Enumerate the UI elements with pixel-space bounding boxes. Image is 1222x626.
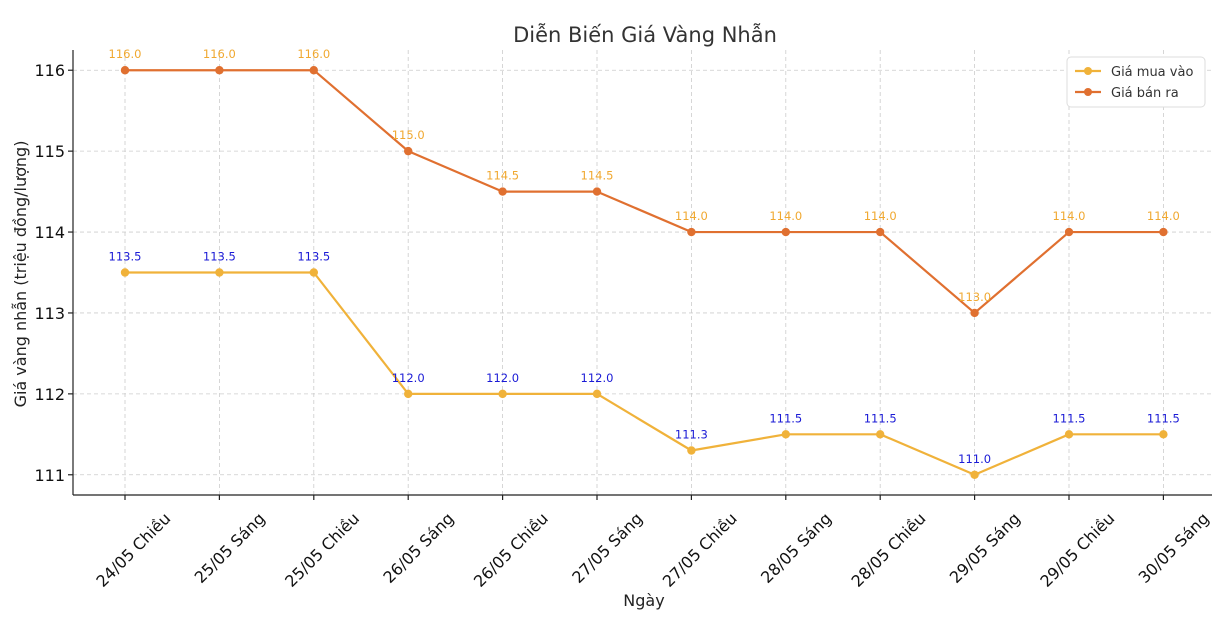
series-line-1: [125, 271, 1164, 476]
data-point: [687, 446, 696, 455]
data-point: [592, 389, 602, 399]
data-label: 112.0: [581, 371, 614, 385]
y-tick-label: 114: [34, 223, 65, 242]
data-point: [215, 268, 224, 277]
data-point: [970, 470, 979, 479]
x-tick-label: 26/05 Sáng: [379, 509, 457, 587]
x-tick-label: 24/05 Chiều: [92, 509, 174, 591]
data-point: [498, 389, 507, 399]
data-label: 111.5: [769, 411, 802, 425]
data-point: [1064, 227, 1074, 237]
data-label: 114.0: [769, 209, 802, 223]
data-label: 113.0: [958, 290, 991, 304]
data-point: [120, 268, 130, 277]
y-tick-label: 112: [34, 385, 65, 404]
data-point: [592, 187, 602, 196]
x-tick-label: 27/05 Sáng: [568, 509, 646, 587]
y-axis-label: Giá vàng nhẫn (triệu đồng/lượng): [11, 141, 30, 408]
legend-box: [1066, 56, 1206, 108]
data-point: [781, 227, 790, 237]
x-tick-label: 28/05 Chiều: [848, 509, 930, 591]
data-label: 111.3: [675, 428, 708, 442]
data-label: 113.5: [109, 250, 142, 264]
data-label: 113.5: [297, 250, 330, 264]
data-label: 114.0: [675, 209, 708, 223]
data-label: 114.0: [864, 209, 897, 223]
data-point: [404, 389, 413, 399]
data-point: [309, 66, 318, 75]
data-label: 114.0: [1053, 209, 1086, 223]
data-labels: 113.5 113.5 113.5 112.0 112.0 112.0 111.3 111.5…: [109, 47, 1180, 466]
data-label: 115.0: [392, 128, 425, 142]
data-point: [687, 227, 696, 237]
data-label: 111.5: [1053, 411, 1086, 425]
data-label: 111.5: [864, 411, 897, 425]
x-tick-label: 27/05 Chiều: [659, 509, 741, 591]
series-layer: [120, 66, 1168, 479]
data-label: 116.0: [203, 47, 236, 61]
data-point: [404, 146, 413, 156]
y-tick-label: 116: [34, 61, 65, 80]
data-point: [876, 430, 885, 439]
data-point: [120, 66, 130, 75]
chart-title: Diễn Biến Giá Vàng Nhẫn: [513, 22, 777, 47]
data-label: 112.0: [392, 371, 425, 385]
x-tick-label: 25/05 Sáng: [191, 509, 269, 587]
x-tick-label: 25/05 Chiều: [281, 509, 363, 591]
y-tick-label: 111: [34, 466, 65, 485]
data-point: [876, 227, 885, 237]
data-point: [970, 308, 979, 318]
x-tick-label: 28/05 Sáng: [757, 509, 835, 587]
data-point: [1159, 227, 1168, 237]
data-point: [1064, 430, 1074, 439]
legend-marker: [1084, 67, 1092, 75]
data-label: 111.0: [958, 452, 991, 466]
data-label: 113.5: [203, 250, 236, 264]
data-label: 114.5: [581, 169, 614, 183]
legend-marker: [1084, 88, 1092, 96]
data-point: [498, 187, 507, 196]
x-axis-label: Ngày: [623, 591, 664, 610]
legend-label: Giá bán ra: [1111, 86, 1179, 101]
y-tick-label: 115: [34, 142, 65, 161]
data-label: 114.5: [486, 169, 519, 183]
data-label: 116.0: [109, 47, 142, 61]
data-label: 111.5: [1147, 411, 1180, 425]
series-line-2: [125, 69, 1164, 315]
data-point: [309, 268, 318, 277]
data-point: [781, 430, 790, 439]
data-label: 112.0: [486, 371, 519, 385]
x-tick-label: 30/05 Sáng: [1135, 509, 1213, 587]
y-tick-label: 113: [34, 304, 65, 323]
data-label: 114.0: [1147, 209, 1180, 223]
x-tick-label: 26/05 Chiều: [470, 509, 552, 591]
x-tick-label: 29/05 Sáng: [946, 509, 1024, 587]
data-label: 116.0: [297, 47, 330, 61]
legend: Giá mua vào Giá bán ra: [1066, 56, 1206, 108]
x-tick-label: 29/05 Chiều: [1036, 509, 1118, 591]
legend-label: Giá mua vào: [1111, 65, 1193, 80]
data-point: [215, 66, 224, 75]
data-point: [1159, 430, 1168, 439]
